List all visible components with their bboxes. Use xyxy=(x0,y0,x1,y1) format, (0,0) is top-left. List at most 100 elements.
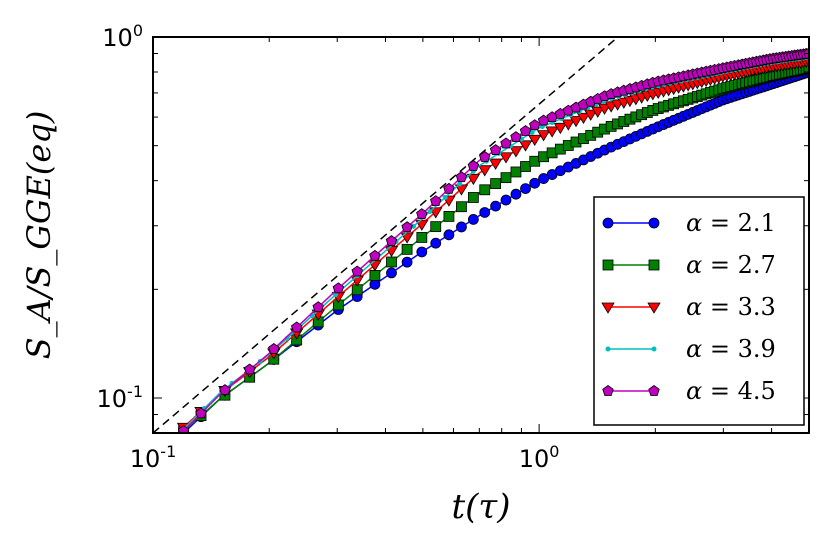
data-point xyxy=(312,301,324,313)
data-point xyxy=(442,194,448,200)
data-point xyxy=(332,282,345,294)
legend-marker-end xyxy=(648,385,660,396)
y-tick-label: 100 xyxy=(102,21,143,52)
data-point xyxy=(401,221,413,233)
data-point xyxy=(268,343,280,354)
legend-item: α = 4.5 xyxy=(602,377,776,405)
data-point xyxy=(499,152,513,164)
legend-marker-start xyxy=(605,346,611,352)
data-point xyxy=(529,119,541,131)
data-point xyxy=(195,407,207,419)
data-point xyxy=(803,47,809,59)
data-point xyxy=(490,178,501,189)
legend-item: α = 3.9 xyxy=(605,335,776,363)
data-point xyxy=(443,229,455,241)
data-point xyxy=(576,112,591,125)
data-point xyxy=(369,278,381,290)
y-axis-label: S_A/S_GGE(eq) xyxy=(20,111,58,360)
legend-item: α = 2.1 xyxy=(602,209,776,237)
data-point xyxy=(467,192,479,203)
y-tick-label: 10-1 xyxy=(97,382,144,413)
data-point xyxy=(369,249,381,261)
data-point xyxy=(430,195,442,207)
data-point xyxy=(510,188,522,200)
data-point xyxy=(490,200,501,212)
reference-dashed-line xyxy=(153,37,619,433)
data-point xyxy=(333,292,339,298)
data-point xyxy=(597,103,612,115)
data-point xyxy=(536,130,551,142)
data-point xyxy=(369,269,381,281)
data-point xyxy=(416,246,428,258)
legend-item: α = 2.7 xyxy=(602,251,776,279)
data-point xyxy=(510,131,522,142)
data-point xyxy=(583,109,598,121)
data-point xyxy=(500,194,512,206)
legend-marker-end xyxy=(651,346,657,352)
data-point xyxy=(591,106,605,118)
legend-label: α = 4.5 xyxy=(686,377,776,405)
data-point xyxy=(386,267,397,279)
legend-marker-end xyxy=(648,217,660,229)
data-point xyxy=(427,209,433,215)
data-point xyxy=(479,151,491,162)
data-point xyxy=(545,126,559,138)
legend-item: α = 3.3 xyxy=(601,293,776,321)
legend-marker-start xyxy=(602,259,614,271)
data-point xyxy=(457,181,463,187)
data-point xyxy=(467,213,479,225)
legend-marker-end xyxy=(647,302,661,314)
data-point xyxy=(528,134,542,146)
legend-marker-start xyxy=(602,385,614,396)
data-point xyxy=(518,140,533,152)
data-point xyxy=(529,177,541,189)
x-tick-label: 10-1 xyxy=(130,442,177,473)
data-point xyxy=(479,184,491,196)
legend-marker-start xyxy=(601,302,615,314)
series-4 xyxy=(177,47,809,433)
legend-label: α = 2.1 xyxy=(686,209,776,237)
legend-label: α = 3.9 xyxy=(686,335,776,363)
data-point xyxy=(519,125,532,136)
legend-box xyxy=(593,196,805,426)
legend-marker-end xyxy=(648,259,660,271)
legend-marker-start xyxy=(602,217,614,229)
data-point xyxy=(430,237,442,249)
x-tick-label: 100 xyxy=(519,442,560,473)
data-point xyxy=(177,425,190,433)
data-point xyxy=(569,116,583,128)
legend-label: α = 3.3 xyxy=(686,293,776,321)
data-point xyxy=(219,384,231,395)
data-point xyxy=(500,137,512,149)
data-point xyxy=(386,256,397,268)
data-point xyxy=(520,161,531,172)
plot-frame xyxy=(152,36,810,434)
data-point xyxy=(290,321,303,333)
data-point xyxy=(351,265,363,277)
data-point xyxy=(489,144,502,155)
data-point xyxy=(416,208,428,220)
data-point xyxy=(429,207,443,219)
data-point xyxy=(456,221,467,233)
data-point xyxy=(561,119,576,131)
data-point xyxy=(479,207,491,218)
data-point xyxy=(509,146,523,158)
data-point xyxy=(416,232,428,243)
x-axis-label: t(τ) xyxy=(451,487,510,527)
data-point xyxy=(478,165,492,177)
data-point xyxy=(401,256,413,268)
data-point xyxy=(466,173,481,186)
data-point xyxy=(430,221,442,233)
data-point xyxy=(401,243,413,255)
data-point xyxy=(467,160,480,171)
legend-label: α = 2.7 xyxy=(686,251,776,279)
data-point xyxy=(520,183,531,195)
data-point xyxy=(243,363,256,375)
data-point xyxy=(553,122,568,135)
data-point xyxy=(455,171,468,183)
data-point xyxy=(456,201,467,213)
data-point xyxy=(443,182,455,194)
data-point xyxy=(529,129,535,135)
data-point xyxy=(803,62,809,74)
